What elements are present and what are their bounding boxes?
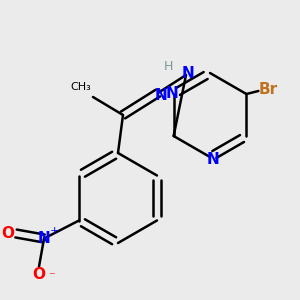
- Text: O: O: [2, 226, 14, 241]
- Text: ⁻: ⁻: [48, 270, 54, 283]
- Text: N: N: [165, 86, 178, 101]
- Text: CH₃: CH₃: [70, 82, 91, 92]
- Text: +: +: [49, 226, 59, 236]
- Text: N: N: [207, 152, 219, 166]
- Text: N: N: [38, 231, 50, 246]
- Text: N: N: [154, 88, 167, 103]
- Text: O: O: [32, 267, 46, 282]
- Text: H: H: [163, 61, 173, 74]
- Text: N: N: [182, 65, 194, 80]
- Text: Br: Br: [259, 82, 278, 97]
